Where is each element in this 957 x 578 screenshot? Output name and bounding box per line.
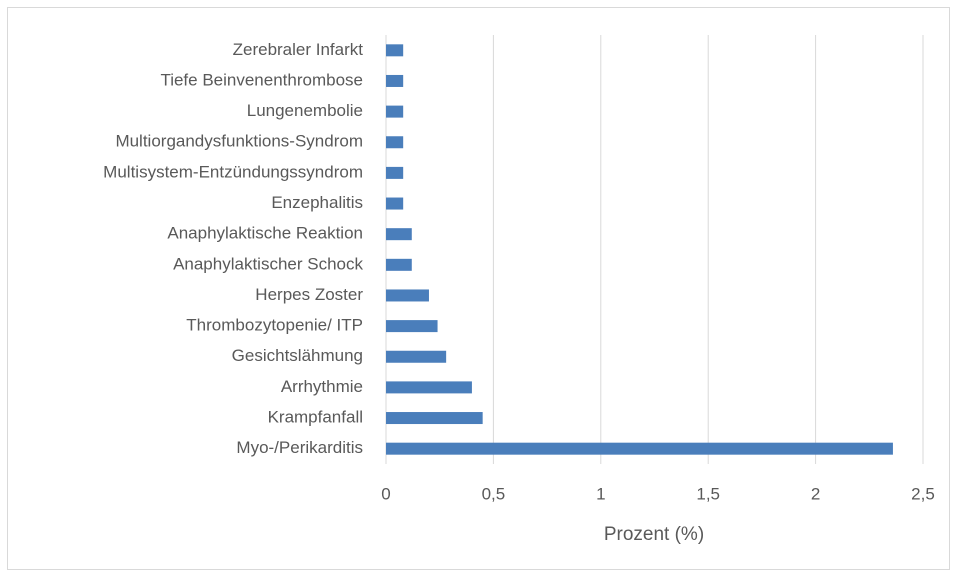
bar bbox=[386, 289, 429, 302]
y-tick-label: Zerebraler Infarkt bbox=[233, 40, 364, 59]
bar bbox=[386, 105, 404, 118]
bar bbox=[386, 350, 447, 363]
y-tick-label: Multiorgandysfunktions-Syndrom bbox=[115, 132, 363, 151]
bar bbox=[386, 136, 404, 149]
bar bbox=[386, 74, 404, 87]
x-tick-label: 1,5 bbox=[696, 484, 720, 503]
x-tick-label: 0 bbox=[381, 484, 390, 503]
y-tick-label: Arrhythmie bbox=[281, 377, 363, 396]
y-tick-label: Myo-/Perikarditis bbox=[236, 438, 363, 457]
y-tick-label: Gesichtslähmung bbox=[232, 346, 363, 365]
x-axis-title: Prozent (%) bbox=[604, 524, 704, 545]
chart-frame bbox=[7, 7, 950, 570]
x-tick-label: 0,5 bbox=[482, 484, 506, 503]
bar bbox=[386, 166, 404, 179]
y-tick-label: Thrombozytopenie/ ITP bbox=[186, 316, 363, 335]
x-tick-label: 2,5 bbox=[911, 484, 935, 503]
y-tick-label: Anaphylaktischer Schock bbox=[173, 254, 363, 273]
y-tick-label: Anaphylaktische Reaktion bbox=[167, 224, 363, 243]
y-tick-label: Multisystem-Entzündungssyndrom bbox=[103, 162, 363, 181]
bar bbox=[386, 320, 438, 333]
bar bbox=[386, 412, 483, 425]
y-tick-label: Lungenembolie bbox=[247, 101, 363, 120]
y-tick-label: Tiefe Beinvenenthrombose bbox=[160, 70, 363, 89]
x-tick-label: 2 bbox=[811, 484, 820, 503]
y-tick-label: Krampfanfall bbox=[268, 408, 363, 427]
bar bbox=[386, 258, 412, 271]
bar bbox=[386, 381, 472, 394]
y-tick-label: Enzephalitis bbox=[271, 193, 363, 212]
bar bbox=[386, 442, 893, 455]
bar bbox=[386, 44, 404, 57]
x-tick-label: 1 bbox=[596, 484, 605, 503]
bar bbox=[386, 197, 404, 210]
y-tick-label: Herpes Zoster bbox=[255, 285, 363, 304]
bar bbox=[386, 228, 412, 241]
